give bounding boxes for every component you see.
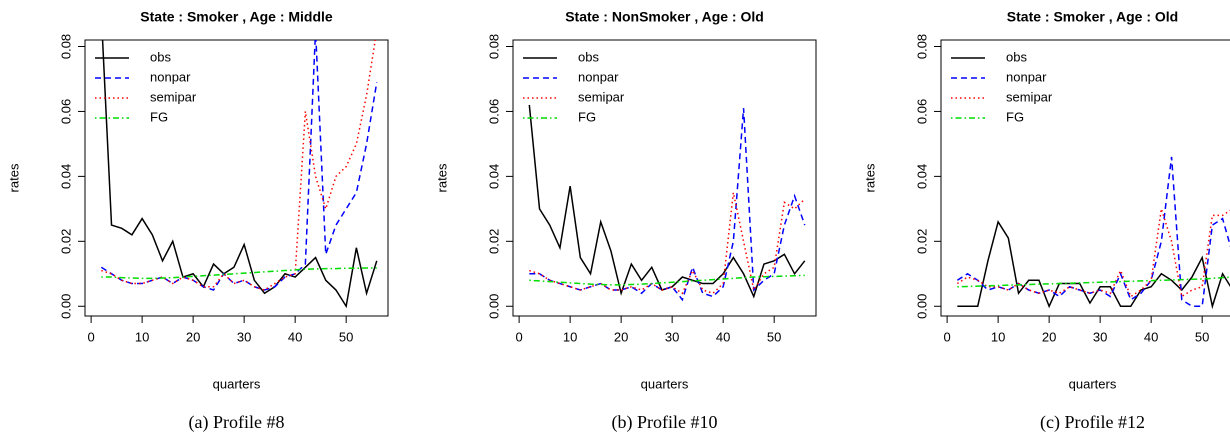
y-tick-label: 0.08 <box>914 34 929 59</box>
x-axis-label: quarters <box>213 376 261 391</box>
x-tick-label: 40 <box>716 329 730 344</box>
x-tick-label: 20 <box>186 329 200 344</box>
series-line <box>956 208 1230 298</box>
plot-area <box>528 104 806 302</box>
y-axis-label: rates <box>434 163 449 192</box>
y-tick-label: 0.00 <box>486 294 501 319</box>
series-line <box>101 40 377 291</box>
x-tick-label: 50 <box>767 329 781 344</box>
x-tick-label: 10 <box>135 329 149 344</box>
chart-title: State : Smoker , Age : Old <box>1007 9 1178 25</box>
series-line <box>529 108 806 302</box>
caption: (a) Profile #8 <box>189 412 285 433</box>
x-tick-label: 50 <box>339 329 353 344</box>
x-axis-label: quarters <box>1069 376 1117 391</box>
x-tick-label: 30 <box>237 329 251 344</box>
series-line <box>956 156 1230 308</box>
y-tick-label: 0.02 <box>914 229 929 254</box>
y-tick-label: 0.02 <box>486 229 501 254</box>
y-tick-label: 0.00 <box>914 294 929 319</box>
x-tick-label: 30 <box>665 329 679 344</box>
x-tick-label: 50 <box>1195 329 1209 344</box>
y-axis-label: rates <box>862 163 877 192</box>
series-line <box>101 40 378 309</box>
y-tick-label: 0.04 <box>486 164 501 189</box>
series-line <box>957 276 1230 288</box>
x-tick-label: 40 <box>288 329 302 344</box>
y-tick-label: 0.06 <box>58 99 73 124</box>
legend-label: obs <box>1006 49 1027 64</box>
series-line <box>528 104 806 299</box>
caption: (c) Profile #12 <box>1040 412 1145 433</box>
x-axis-label: quarters <box>641 376 689 391</box>
series-line <box>100 40 378 291</box>
panel: State : Smoker , Age : Middle 0 10 20 30 40 50… <box>6 9 389 433</box>
legend-label: nonpar <box>1006 69 1047 84</box>
legend-label: FG <box>150 109 168 124</box>
legend-label: nonpar <box>578 69 619 84</box>
chart-title: State : Smoker , Age : Middle <box>140 9 333 25</box>
legend-label: obs <box>150 49 171 64</box>
y-tick-label: 0.08 <box>58 34 73 59</box>
chart-title: State : NonSmoker , Age : Old <box>565 9 764 25</box>
series-line <box>957 219 1230 310</box>
plot-frame <box>512 39 817 317</box>
legend-label: semipar <box>578 89 625 104</box>
x-tick-label: 10 <box>563 329 577 344</box>
y-tick-label: 0.00 <box>58 294 73 319</box>
y-tick-label: 0.08 <box>486 34 501 59</box>
series-line <box>101 267 377 280</box>
plot-area <box>100 40 378 309</box>
panel: State : NonSmoker , Age : Old 0 10 20 30 40 50… <box>434 9 817 433</box>
series-line <box>529 274 805 286</box>
x-tick-label: 40 <box>1144 329 1158 344</box>
y-tick-label: 0.06 <box>486 99 501 124</box>
panel: State : Smoker , Age : Old 0 10 20 30 40 50 0.0… <box>862 9 1230 433</box>
x-tick-label: 0 <box>516 329 523 344</box>
legend-label: FG <box>1006 109 1024 124</box>
legend-label: nonpar <box>150 69 191 84</box>
y-tick-label: 0.06 <box>914 99 929 124</box>
y-axis-label: rates <box>6 163 21 192</box>
x-tick-label: 10 <box>991 329 1005 344</box>
x-tick-label: 20 <box>1042 329 1056 344</box>
legend-label: FG <box>578 109 596 124</box>
y-tick-label: 0.02 <box>58 229 73 254</box>
x-tick-label: 0 <box>88 329 95 344</box>
legend-label: semipar <box>1006 89 1053 104</box>
y-tick-label: 0.04 <box>58 164 73 189</box>
legend-label: obs <box>578 49 599 64</box>
plot-frame <box>84 39 389 317</box>
legend-label: semipar <box>150 89 197 104</box>
x-tick-label: 30 <box>1093 329 1107 344</box>
x-tick-label: 0 <box>944 329 951 344</box>
x-tick-label: 20 <box>614 329 628 344</box>
y-tick-label: 0.04 <box>914 164 929 189</box>
caption: (b) Profile #10 <box>612 412 718 433</box>
plot-area <box>956 156 1230 310</box>
series-line <box>529 192 806 295</box>
